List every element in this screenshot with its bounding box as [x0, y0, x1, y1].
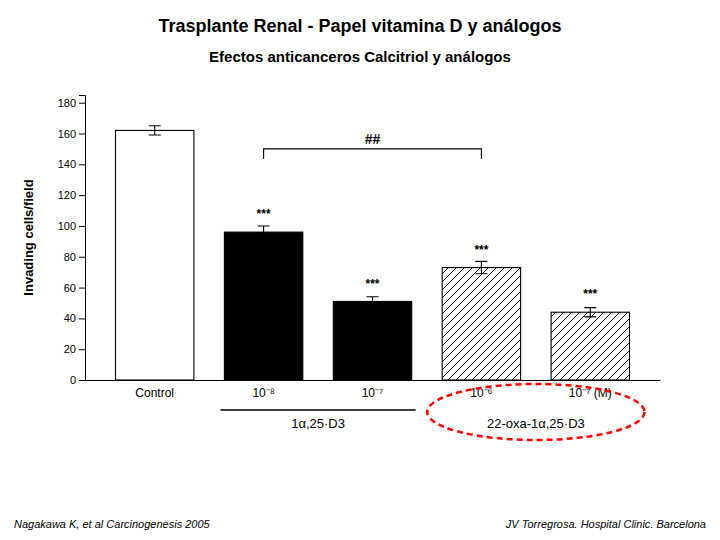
error-bar — [584, 308, 596, 317]
tick-mark — [79, 288, 85, 289]
bar — [333, 301, 411, 380]
axis-line — [79, 96, 86, 381]
tick-label: Control — [135, 386, 174, 400]
group-label: 22-oxa-1α,25·D3 — [487, 416, 585, 431]
bar — [224, 232, 302, 380]
tick-label: 20 — [64, 343, 76, 355]
tick-label: 40 — [64, 312, 76, 324]
group-label: 1α,25·D3 — [291, 416, 345, 431]
tick-label: 120 — [58, 189, 76, 201]
bar — [442, 268, 520, 380]
tick-mark — [79, 257, 85, 258]
chart: Trasplante Renal - Papel vitamina D y an… — [0, 0, 720, 540]
tick-label: 10⁻⁷ — [362, 386, 384, 400]
tick-label: 160 — [58, 128, 76, 140]
y-axis-title: Invading cells/field — [21, 179, 36, 295]
annotation: *** — [257, 207, 271, 221]
tick-label: 180 — [58, 97, 76, 109]
tick: 10⁻⁸ — [252, 386, 274, 400]
group-underline — [220, 409, 415, 411]
subtitle: Efectos anticanceros Calcitriol y análog… — [209, 48, 511, 65]
tick-mark — [79, 318, 85, 319]
tick: 0 — [70, 374, 85, 386]
y-axis: 0 20 40 60 80 100 120 140 160 180 — [58, 96, 86, 387]
error-bar — [149, 126, 161, 135]
tick-mark — [79, 103, 85, 104]
footer: JV Torregrosa. Hospital Clinic. Barcelon… — [505, 518, 706, 530]
x-axis: Control10⁻⁸10⁻⁷10⁻⁶10⁻⁷ (M) — [86, 381, 661, 400]
annotation: *** — [583, 287, 597, 301]
tick-mark — [79, 380, 85, 381]
footer: Nagakawa K, et al Carcinogenesis 2005 — [14, 518, 211, 530]
bracket-label: ## — [365, 131, 381, 147]
tick-mark — [79, 134, 85, 135]
bar — [551, 312, 629, 380]
title: Trasplante Renal - Papel vitamina D y an… — [158, 16, 561, 36]
tick: Control — [135, 386, 174, 400]
highlight — [427, 384, 644, 440]
tick-mark — [79, 164, 85, 165]
bar — [115, 130, 193, 380]
tick: 100 — [58, 220, 85, 232]
tick-label: 140 — [58, 158, 76, 170]
tick-label: 10⁻⁸ — [252, 386, 274, 400]
plot: 0 20 40 60 80 100 120 140 160 180 Invading cells/f… — [21, 96, 661, 441]
tick: 10⁻⁷ — [362, 386, 384, 400]
axis-line — [86, 380, 661, 381]
tick: 160 — [58, 128, 85, 140]
tick-mark — [79, 349, 85, 350]
marks — [115, 126, 629, 380]
tick-label: 60 — [64, 282, 76, 294]
error-bar — [475, 261, 487, 273]
tick: 180 — [58, 97, 85, 109]
error-bar — [258, 226, 270, 238]
tick: 80 — [64, 251, 85, 263]
tick: 140 — [58, 158, 85, 170]
bracket — [264, 149, 482, 159]
tick: 20 — [64, 343, 85, 355]
annotation: *** — [474, 243, 488, 257]
annotation: *** — [365, 277, 379, 291]
tick-label: 100 — [58, 220, 76, 232]
tick: 60 — [64, 282, 85, 294]
tick-label: 0 — [70, 374, 76, 386]
tick-label: 80 — [64, 251, 76, 263]
tick-mark — [79, 195, 85, 196]
tick: 120 — [58, 189, 85, 201]
tick-mark — [79, 226, 85, 227]
error-bar — [367, 297, 379, 306]
tick: 40 — [64, 312, 85, 324]
